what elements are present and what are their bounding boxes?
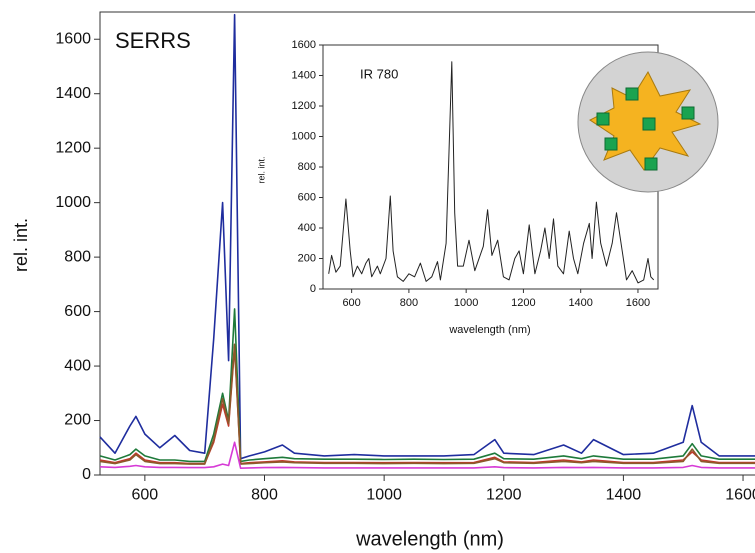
x-axis-label: wavelength (nm)	[355, 528, 504, 550]
dye-molecule	[625, 87, 639, 101]
dye-molecule	[644, 157, 658, 171]
y-axis-label: rel. int.	[256, 156, 266, 183]
y-tick-label: 800	[64, 248, 91, 265]
y-tick-label: 0	[310, 283, 316, 295]
x-tick-label: 1000	[454, 297, 478, 309]
annotation: SERRS	[115, 28, 191, 53]
x-tick-label: 1200	[486, 487, 522, 504]
y-tick-label: 1400	[292, 69, 316, 81]
y-tick-label: 600	[64, 303, 91, 320]
x-tick-label: 1400	[606, 487, 642, 504]
dye-molecule	[681, 106, 695, 120]
y-tick-label: 1600	[292, 39, 316, 51]
y-tick-label: 0	[82, 466, 91, 483]
annotation: IR 780	[360, 66, 398, 81]
x-tick-label: 1600	[626, 297, 650, 309]
x-tick-label: 800	[400, 297, 418, 309]
y-tick-label: 200	[298, 252, 316, 264]
y-tick-label: 1600	[55, 30, 91, 47]
x-axis-label: wavelength (nm)	[448, 324, 530, 336]
series-line	[99, 346, 755, 465]
dye-molecule	[596, 112, 610, 126]
y-tick-label: 1200	[55, 139, 91, 156]
series-line	[99, 343, 755, 465]
dye-molecule	[604, 137, 618, 151]
y-axis-label: rel. int.	[11, 218, 31, 272]
y-tick-label: 1400	[55, 85, 91, 102]
y-tick-label: 1000	[55, 194, 91, 211]
dye-molecule	[642, 117, 656, 131]
y-tick-label: 1000	[292, 130, 316, 142]
y-tick-label: 1200	[292, 100, 316, 112]
series-line	[99, 308, 755, 463]
series-line	[99, 13, 755, 460]
x-tick-label: 1000	[366, 487, 402, 504]
x-tick-label: 800	[251, 487, 278, 504]
x-tick-label: 600	[132, 487, 159, 504]
plot-frame	[99, 11, 755, 476]
y-tick-label: 400	[298, 222, 316, 234]
y-tick-label: 200	[64, 412, 91, 429]
series-line	[99, 441, 755, 469]
x-tick-label: 1400	[568, 297, 592, 309]
x-tick-label: 1200	[511, 297, 535, 309]
y-tick-label: 400	[64, 357, 91, 374]
y-tick-label: 600	[298, 191, 316, 203]
nanoparticle-illustration	[577, 51, 719, 193]
series-line	[328, 61, 655, 284]
y-tick-label: 800	[298, 161, 316, 173]
x-tick-label: 1600	[725, 487, 755, 504]
x-tick-label: 600	[342, 297, 360, 309]
